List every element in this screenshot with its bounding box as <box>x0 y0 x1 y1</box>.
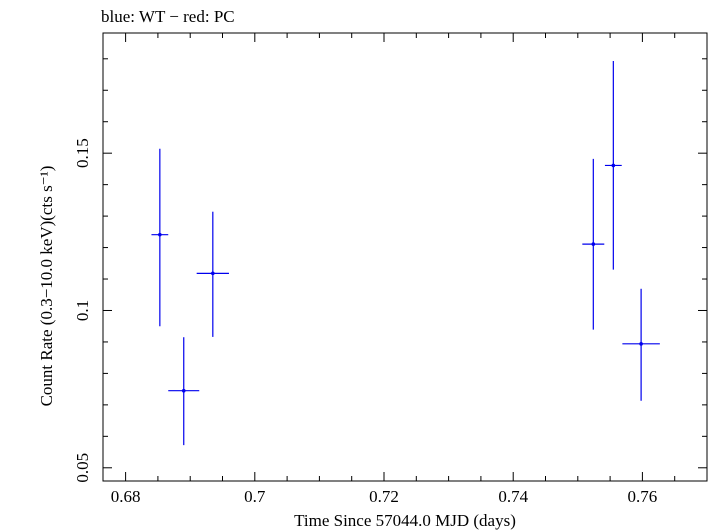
point-marker <box>211 271 215 276</box>
x-tick-label: 0.68 <box>111 487 141 506</box>
plot-frame <box>102 32 708 482</box>
data-point <box>151 148 169 327</box>
y-tick-label: 0.1 <box>73 300 92 321</box>
x-tick-label: 0.74 <box>498 487 528 506</box>
point-marker <box>158 232 162 237</box>
point-marker <box>591 242 596 246</box>
tick-marks <box>103 33 708 481</box>
y-tick-label: 0.15 <box>73 138 92 168</box>
x-tick-label: 0.7 <box>244 487 266 506</box>
data-point <box>622 288 660 401</box>
point-marker <box>181 388 186 393</box>
data-point <box>582 158 605 330</box>
x-tick-label: 0.76 <box>628 487 658 506</box>
y-tick-label: 0.05 <box>73 453 92 483</box>
data-points <box>151 61 660 446</box>
data-point <box>604 61 622 270</box>
x-axis-label: Time Since 57044.0 MJD (days) <box>294 511 516 530</box>
data-point <box>168 337 200 446</box>
y-axis-label: Count Rate (0.3−10.0 keV)(cts s⁻¹) <box>37 166 56 407</box>
point-marker <box>639 342 643 346</box>
point-marker <box>611 163 616 168</box>
data-point <box>196 211 229 337</box>
x-tick-label: 0.72 <box>369 487 399 506</box>
chart-title: blue: WT − red: PC <box>101 7 235 26</box>
tick-labels: 0.68 0.7 0.72 0.74 0.76 0.05 0.1 0.15 <box>73 138 657 506</box>
